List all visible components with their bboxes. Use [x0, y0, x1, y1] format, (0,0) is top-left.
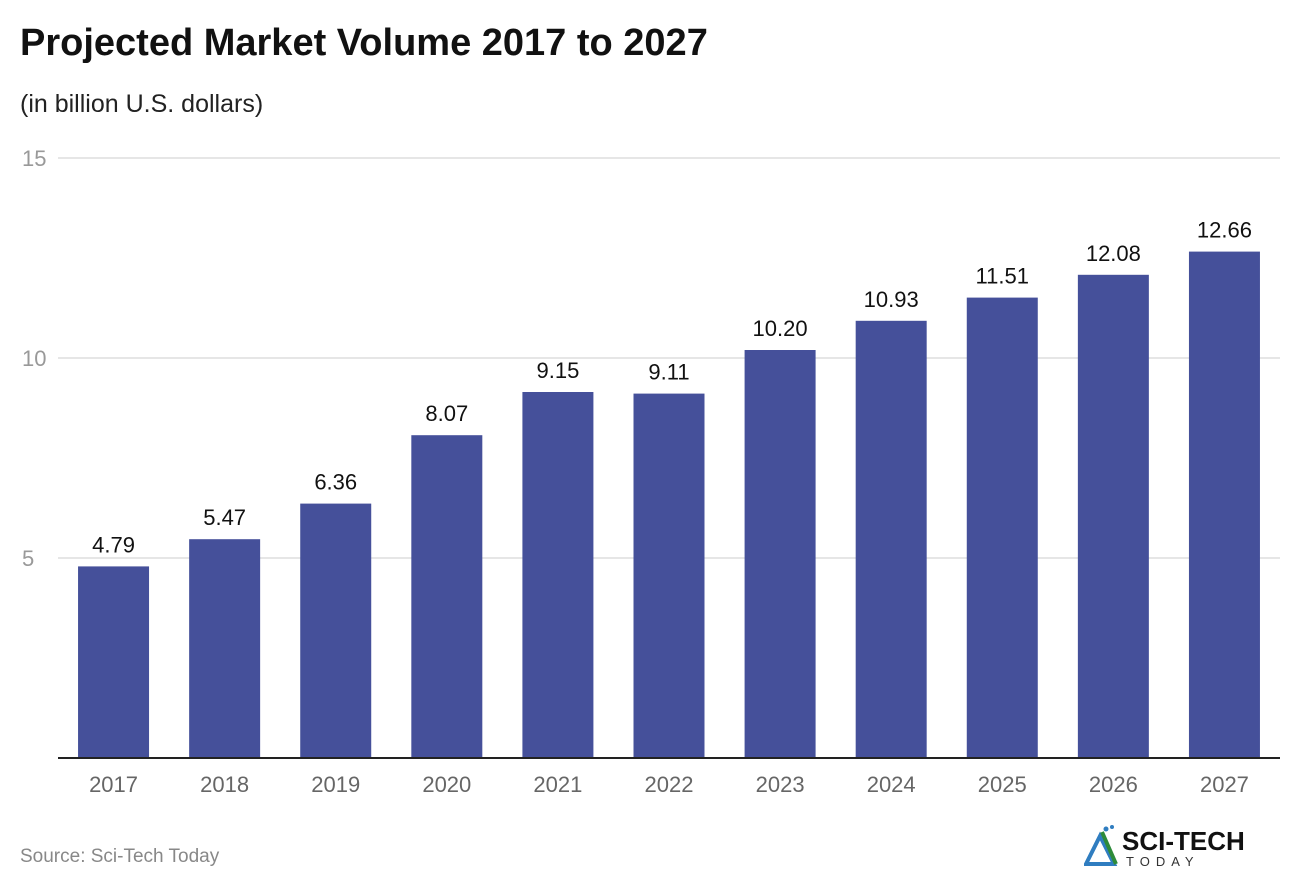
x-tick-label: 2025	[978, 772, 1027, 797]
data-label: 9.15	[536, 358, 579, 383]
bar	[300, 503, 372, 758]
x-tick-label: 2024	[867, 772, 916, 797]
data-label: 9.11	[648, 360, 689, 385]
x-tick-label: 2022	[645, 772, 694, 797]
bar	[189, 539, 261, 758]
x-tick-label: 2019	[311, 772, 360, 797]
y-tick-label: 15	[22, 146, 46, 171]
data-label: 11.51	[976, 264, 1029, 289]
bar	[966, 297, 1038, 758]
x-tick-label: 2023	[756, 772, 805, 797]
x-tick-label: 2017	[89, 772, 138, 797]
data-label: 10.20	[753, 316, 808, 341]
svg-text:TODAY: TODAY	[1126, 854, 1200, 869]
data-label: 12.08	[1086, 241, 1141, 266]
x-tick-label: 2026	[1089, 772, 1138, 797]
data-label: 5.47	[203, 505, 246, 530]
data-label: 8.07	[425, 401, 468, 426]
data-label: 10.93	[864, 287, 919, 312]
x-tick-label: 2020	[422, 772, 471, 797]
sci-tech-logo: SCI-TECH TODAY	[1084, 825, 1245, 869]
bar	[855, 320, 927, 758]
data-label: 4.79	[92, 532, 135, 557]
x-tick-label: 2027	[1200, 772, 1249, 797]
y-tick-label: 5	[22, 546, 34, 571]
bar	[1188, 251, 1260, 758]
chart-subtitle: (in billion U.S. dollars)	[20, 90, 264, 118]
bar	[744, 350, 816, 758]
data-label: 6.36	[314, 470, 357, 495]
bar	[78, 566, 150, 758]
bar	[633, 393, 705, 758]
bar	[1077, 274, 1149, 758]
bar	[522, 392, 594, 758]
x-tick-label: 2018	[200, 772, 249, 797]
svg-text:SCI-TECH: SCI-TECH	[1122, 826, 1245, 856]
x-tick-label: 2021	[533, 772, 582, 797]
data-label: 12.66	[1197, 218, 1252, 243]
chart-title: Projected Market Volume 2017 to 2027	[20, 22, 708, 64]
bar	[411, 435, 483, 758]
source-text: Source: Sci-Tech Today	[20, 846, 220, 867]
y-tick-label: 10	[22, 346, 46, 371]
